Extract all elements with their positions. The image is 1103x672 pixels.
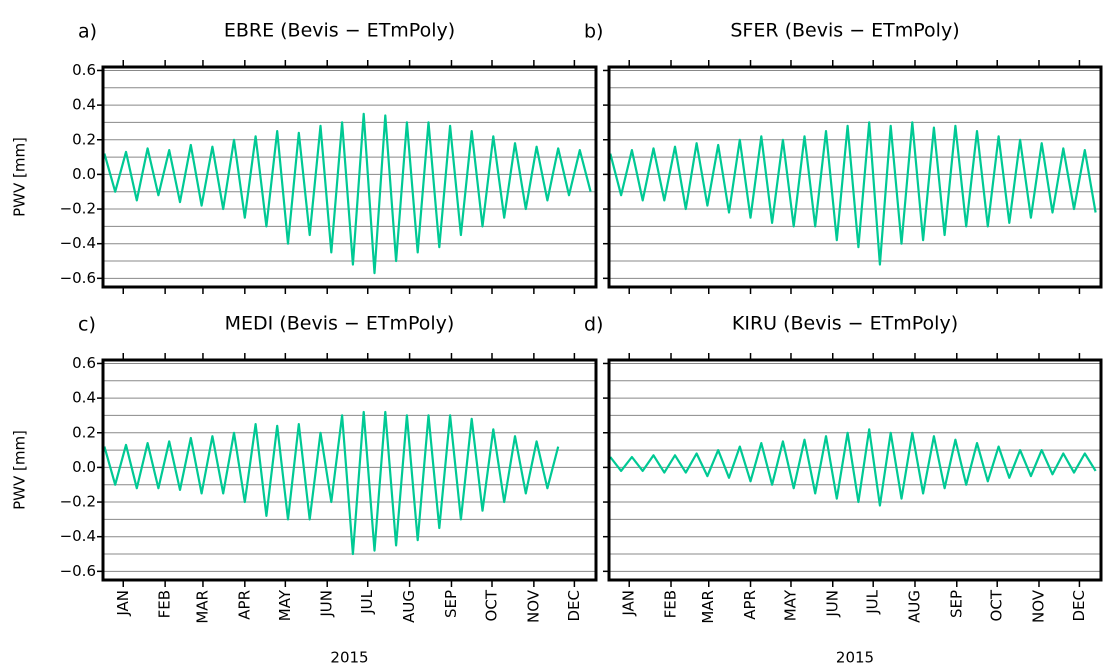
x-tick-label: DEC [565,590,583,622]
y-tick-label: −0.4 [60,234,96,252]
x-tick-label: JUN [318,590,336,618]
y-tick-label: −0.6 [60,562,96,580]
x-axis-label: 2015 [836,649,874,667]
x-tick-label: MAY [781,589,799,621]
panel: b) SFER (Bevis − ETmPoly) [584,20,1103,294]
plot-frame [101,65,598,289]
chart-title: EBRE (Bevis − ETmPoly) [224,20,455,42]
x-tick-label: OCT [482,589,500,621]
y-tick-label: 0.4 [72,389,96,407]
x-axis-label: 2015 [330,649,368,667]
panel-label: d) [584,314,603,336]
x-tick-label: APR [741,590,759,620]
x-tick-label: MAR [699,590,717,624]
y-tick-label: 0.2 [72,130,96,148]
panel: JAN FEB MAR APR MAY JUN JUL AUG SEP OCT NOV DEC d) KI… [584,313,1103,667]
x-tick-label: AUG [400,590,418,623]
y-axis-label: PWV [mm] [11,430,29,510]
y-tick-label: −0.2 [60,493,96,511]
y-tick-label: 0.0 [72,165,96,183]
x-tick-label: FEB [156,590,174,618]
x-tick-label: JUN [823,590,841,618]
panel: −0.6 −0.4 −0.2 0.0 0.2 0.4 0.6 a) EBRE (Bevis − … [11,20,598,294]
y-tick-label: 0.4 [72,96,96,114]
panel-label: c) [78,314,96,336]
x-tick-label: AUG [905,590,923,623]
x-tick-label: JAN [114,590,132,617]
y-tick-label: 0.6 [72,354,96,372]
data-line [103,410,560,556]
chart-title: SFER (Bevis − ETmPoly) [730,20,959,42]
x-tick-label: FEB [662,590,680,618]
x-tick-label: JUL [864,589,882,614]
x-tick-label: NOV [1029,589,1047,623]
plot-frame [101,358,598,582]
x-tick-label: JAN [620,590,638,617]
chart-title: KIRU (Bevis − ETmPoly) [732,313,958,335]
data-line [103,112,592,275]
panel-label: a) [78,21,97,43]
plot-frame [607,65,1103,289]
data-line [609,121,1097,266]
x-tick-label: JUL [358,589,376,614]
y-tick-label: 0.0 [72,458,96,476]
panel: −0.6 −0.4 −0.2 0.0 0.2 0.4 0.6 JAN FEB MAR APR MAY J… [11,313,598,667]
chart-title: MEDI (Bevis − ETmPoly) [225,313,455,335]
y-tick-label: −0.2 [60,200,96,218]
panel-label: b) [584,21,603,43]
x-tick-label: APR [235,590,253,620]
y-axis-label: PWV [mm] [11,137,29,217]
data-line [609,428,1097,507]
x-tick-label: MAR [193,590,211,624]
x-tick-label: MAY [276,589,294,621]
x-tick-label: NOV [524,589,542,623]
plot-frame [607,358,1103,582]
y-tick-label: 0.2 [72,423,96,441]
y-tick-label: 0.6 [72,61,96,79]
x-tick-label: DEC [1070,590,1088,622]
x-tick-label: SEP [442,590,460,618]
x-tick-label: OCT [988,589,1006,621]
y-tick-label: −0.6 [60,269,96,287]
x-tick-label: SEP [947,590,965,618]
y-tick-label: −0.4 [60,527,96,545]
